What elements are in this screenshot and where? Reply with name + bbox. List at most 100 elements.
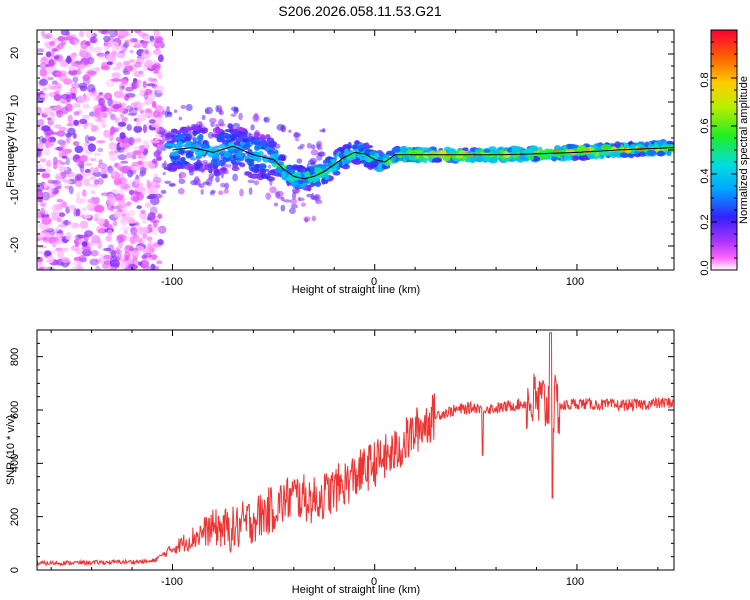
spectrogram-noise-blob <box>72 76 79 83</box>
spectrogram-noise-blob <box>47 83 53 90</box>
spectrogram-noise-blob <box>100 168 108 175</box>
spectrogram-ridge-blob <box>259 140 269 147</box>
spectrogram-noise-blob <box>57 159 63 164</box>
spectrogram-ridge-blob <box>418 156 425 162</box>
spectrogram-noise-blob <box>141 33 151 40</box>
spectrogram-noise-blob <box>119 82 125 92</box>
spectrogram-noise-blob <box>82 145 89 153</box>
spectrogram-noise-blob <box>117 201 124 206</box>
spectrogram-scatter-blob <box>178 171 187 179</box>
spectrogram-ridge-blob <box>338 160 343 167</box>
spectrogram-noise-blob <box>97 228 106 234</box>
spectrogram-noise-blob <box>126 124 132 131</box>
spectrogram-noise-blob <box>45 141 52 149</box>
spectrogram-ridge-blob <box>619 152 628 158</box>
spectrogram-ridge-blob <box>184 136 192 142</box>
spectrogram-ridge-blob <box>242 143 251 151</box>
spectrogram-noise-blob <box>107 229 113 236</box>
spectrogram-ridge-blob <box>185 133 190 137</box>
spectrogram-ridge-blob <box>351 144 359 150</box>
spectrogram-ridge-blob <box>201 128 207 134</box>
spectrogram-scatter-blob <box>315 199 323 205</box>
spectrogram-noise-blob <box>70 266 81 270</box>
spectrogram-noise-blob <box>45 33 53 40</box>
spectrogram-noise-blob <box>74 242 79 248</box>
spectrogram-ridge-blob <box>447 148 457 153</box>
spectrogram-noise-blob <box>60 247 69 252</box>
spectrogram-ridge-blob <box>297 183 306 189</box>
spectrogram-noise-blob <box>88 136 96 142</box>
spectrogram-scatter-blob <box>167 111 172 116</box>
spectrogram-noise-blob <box>155 37 163 44</box>
spectrogram-noise-blob <box>93 46 102 54</box>
spectrogram-y-axis-label: Frequency (Hz) <box>5 112 17 188</box>
spectrogram-noise-blob <box>54 83 62 90</box>
spectrogram-noise-blob <box>145 144 150 149</box>
spectrogram-noise-blob <box>41 137 47 144</box>
spectrogram-ridge-blob <box>207 151 217 158</box>
spectrogram-noise-blob <box>154 133 162 137</box>
spectrogram-ridge-blob <box>351 160 362 164</box>
spectrogram-noise-blob <box>39 62 47 70</box>
spectrogram-noise-blob <box>110 113 116 121</box>
spectrogram-noise-blob <box>84 163 93 166</box>
spectrogram-noise-blob <box>87 198 98 205</box>
spectrogram-noise-blob <box>44 228 55 233</box>
spectrogram-noise-blob <box>106 197 116 206</box>
spectrogram-ridge-blob <box>184 161 188 165</box>
spectrogram-ridge-blob <box>483 149 491 153</box>
spectrogram-scatter-blob <box>232 173 239 182</box>
spectrogram-ridge-blob <box>524 149 533 155</box>
spectrogram-noise-blob <box>108 249 118 255</box>
spectrogram-tick-y-m10: -10 <box>9 189 21 205</box>
spectrogram-noise-blob <box>55 186 62 189</box>
spectrogram-ridge-blob <box>258 163 267 170</box>
spectrogram-noise-blob <box>136 205 142 210</box>
spectrogram-noise-blob <box>68 204 77 211</box>
snr-tick-y-200: 200 <box>9 508 21 526</box>
snr-y-axis-label: SNR (10 * v/v) <box>5 415 17 485</box>
spectrogram-noise-blob <box>121 79 128 85</box>
spectrogram-scatter-blob <box>230 113 237 117</box>
spectrogram-noise-blob <box>133 70 142 78</box>
spectrogram-noise-blob <box>146 243 152 250</box>
spectrogram-ridge-blob <box>224 151 231 159</box>
spectrogram-noise-blob <box>45 63 50 68</box>
spectrogram-noise-blob <box>101 112 108 118</box>
spectrogram-noise-blob <box>92 112 98 122</box>
spectrogram-scatter-blob <box>177 188 185 195</box>
spectrogram-noise-blob <box>65 56 72 65</box>
spectrogram-scatter-blob <box>269 186 277 194</box>
spectrogram-ridge-blob <box>528 155 535 161</box>
spectrogram-ridge-blob <box>210 159 218 166</box>
spectrogram-noise-blob <box>74 179 83 188</box>
spectrogram-noise-blob <box>111 172 117 177</box>
spectrogram-ridge-blob <box>614 141 621 149</box>
spectrogram-noise-blob <box>157 239 164 246</box>
spectrogram-noise-blob <box>103 92 111 100</box>
spectrogram-noise-blob <box>48 188 53 197</box>
spectrogram-noise-blob <box>150 196 160 206</box>
spectrogram-noise-blob <box>54 227 59 233</box>
spectrogram-noise-blob <box>103 129 111 138</box>
spectrogram-noise-blob <box>134 179 140 186</box>
spectrogram-ridge-blob <box>192 137 198 141</box>
spectrogram-noise-blob <box>75 175 80 182</box>
spectrogram-ridge-blob <box>200 143 211 149</box>
spectrogram-noise-blob <box>79 118 88 125</box>
spectrogram-noise-blob <box>97 162 108 170</box>
spectrogram-ridge-blob <box>231 166 240 172</box>
spectrogram-ridge-blob <box>647 143 655 147</box>
spectrogram-noise-blob <box>146 180 152 190</box>
spectrogram-ridge-blob <box>269 153 280 159</box>
spectrogram-noise-blob <box>73 119 79 126</box>
spectrogram-ridge-blob <box>248 136 255 140</box>
spectrogram-noise-blob <box>76 67 81 76</box>
spectrogram-noise-blob <box>37 168 47 172</box>
spectrogram-noise-blob <box>135 73 145 77</box>
spectrogram-noise-blob <box>116 166 126 171</box>
spectrogram-ridge-blob <box>369 151 376 155</box>
spectrogram-noise-blob <box>151 100 157 109</box>
spectrogram-noise-blob <box>133 125 143 133</box>
